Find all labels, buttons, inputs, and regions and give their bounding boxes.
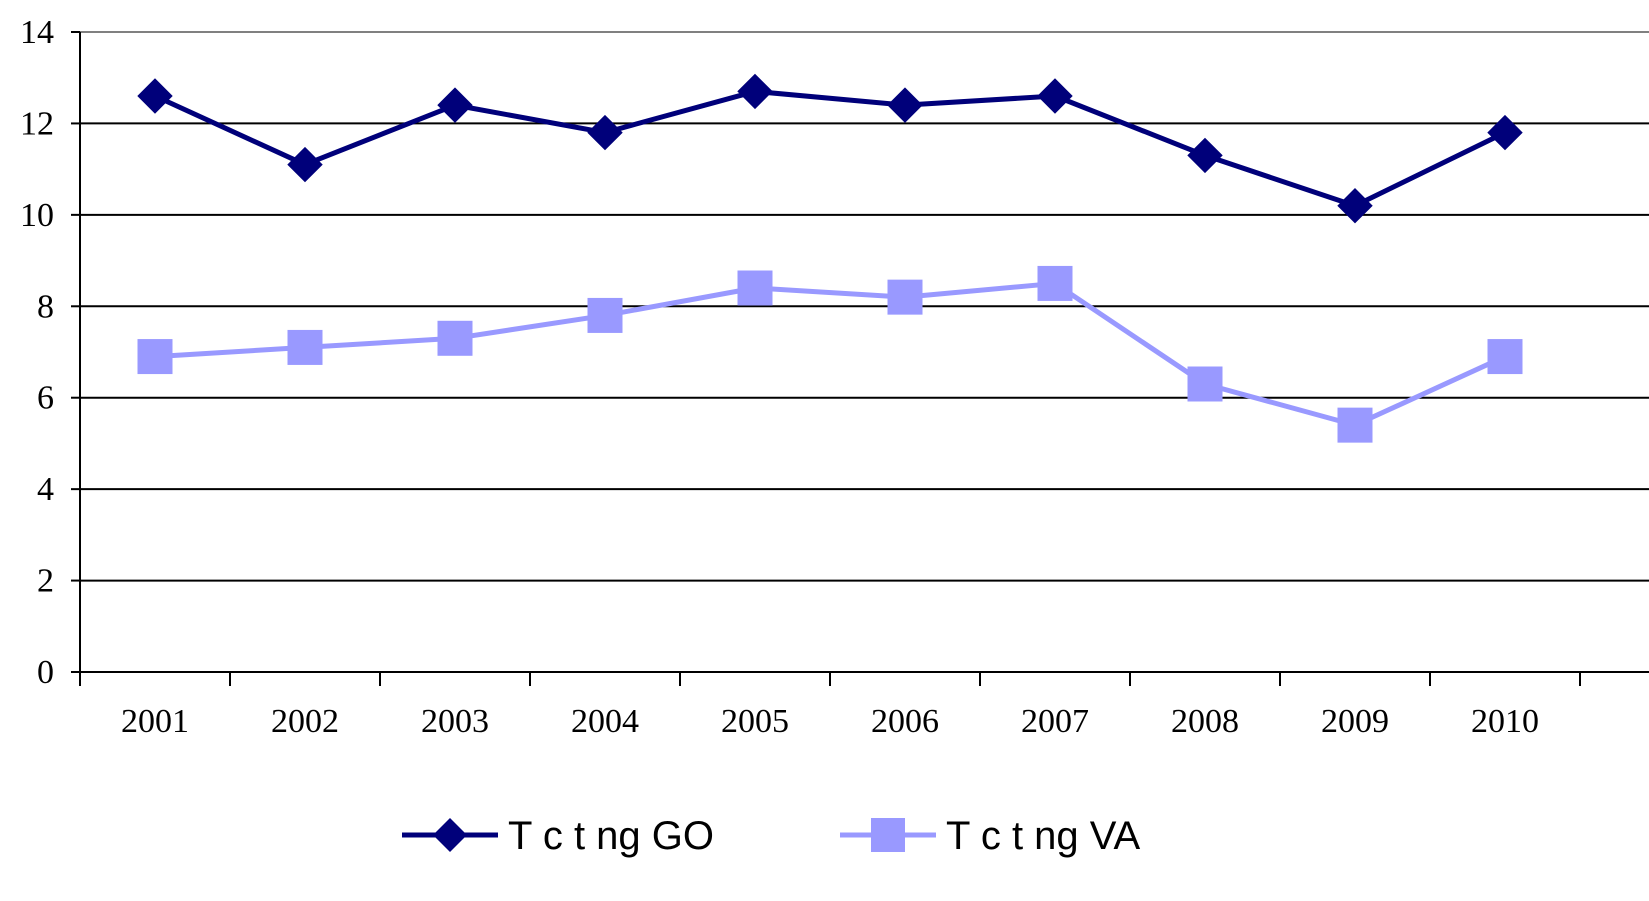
x-tick-label: 2008 — [1171, 703, 1239, 740]
data-point-square — [137, 339, 173, 375]
legend-label-2: T c t ng VA — [946, 814, 1140, 858]
y-tick-label: 6 — [37, 380, 54, 417]
data-point-diamond — [1037, 78, 1073, 114]
y-tick-label: 12 — [20, 105, 54, 142]
data-point-diamond — [737, 73, 773, 110]
data-point-diamond — [437, 87, 473, 123]
x-tick-label: 2006 — [871, 703, 939, 740]
data-point-square — [587, 297, 623, 333]
x-tick-label: 2004 — [571, 703, 639, 740]
legend: T c t ng GO T c t ng VA — [402, 814, 1140, 858]
y-axis-ticks: 0 2 4 6 8 10 12 14 — [20, 14, 80, 691]
x-tick-label: 2007 — [1021, 703, 1089, 740]
legend-marker-square — [871, 818, 905, 852]
x-tick-label: 2002 — [271, 703, 339, 740]
data-point-square — [1037, 265, 1073, 301]
x-tick-label: 2001 — [121, 703, 189, 740]
y-tick-label: 8 — [37, 288, 54, 325]
data-point-diamond — [137, 78, 173, 114]
data-point-diamond — [287, 146, 323, 183]
gridlines — [80, 31, 1649, 582]
data-point-square — [1337, 407, 1373, 443]
data-point-square — [887, 279, 923, 315]
x-tick-label: 2005 — [721, 703, 789, 740]
axes — [79, 32, 1649, 673]
data-point-square — [1487, 339, 1523, 375]
y-tick-label: 4 — [37, 471, 54, 508]
data-point-diamond — [1337, 188, 1373, 224]
data-point-diamond — [887, 87, 923, 123]
data-point-diamond — [1187, 137, 1223, 174]
data-point-square — [737, 270, 773, 306]
data-point-square — [437, 320, 473, 356]
data-point-square — [287, 329, 323, 365]
legend-marker-diamond — [433, 818, 467, 852]
series-group — [137, 73, 1523, 443]
y-tick-label: 2 — [37, 563, 54, 600]
legend-label-1: T c t ng GO — [508, 814, 714, 858]
series-line-2 — [154, 280, 1507, 428]
x-tick-label: 2009 — [1321, 703, 1389, 740]
data-point-square — [1187, 366, 1223, 402]
series-line-1 — [153, 88, 1507, 209]
data-point-diamond — [587, 114, 623, 151]
x-tick-label: 2010 — [1471, 703, 1539, 740]
y-tick-label: 14 — [20, 14, 54, 51]
x-axis-ticks: 2001 2002 2003 2004 2005 2006 2007 2008 2009 2010 — [79, 672, 1581, 740]
data-point-diamond — [1487, 114, 1523, 151]
y-tick-label: 0 — [37, 654, 54, 691]
x-tick-label: 2003 — [421, 703, 489, 740]
y-tick-label: 10 — [20, 197, 54, 234]
